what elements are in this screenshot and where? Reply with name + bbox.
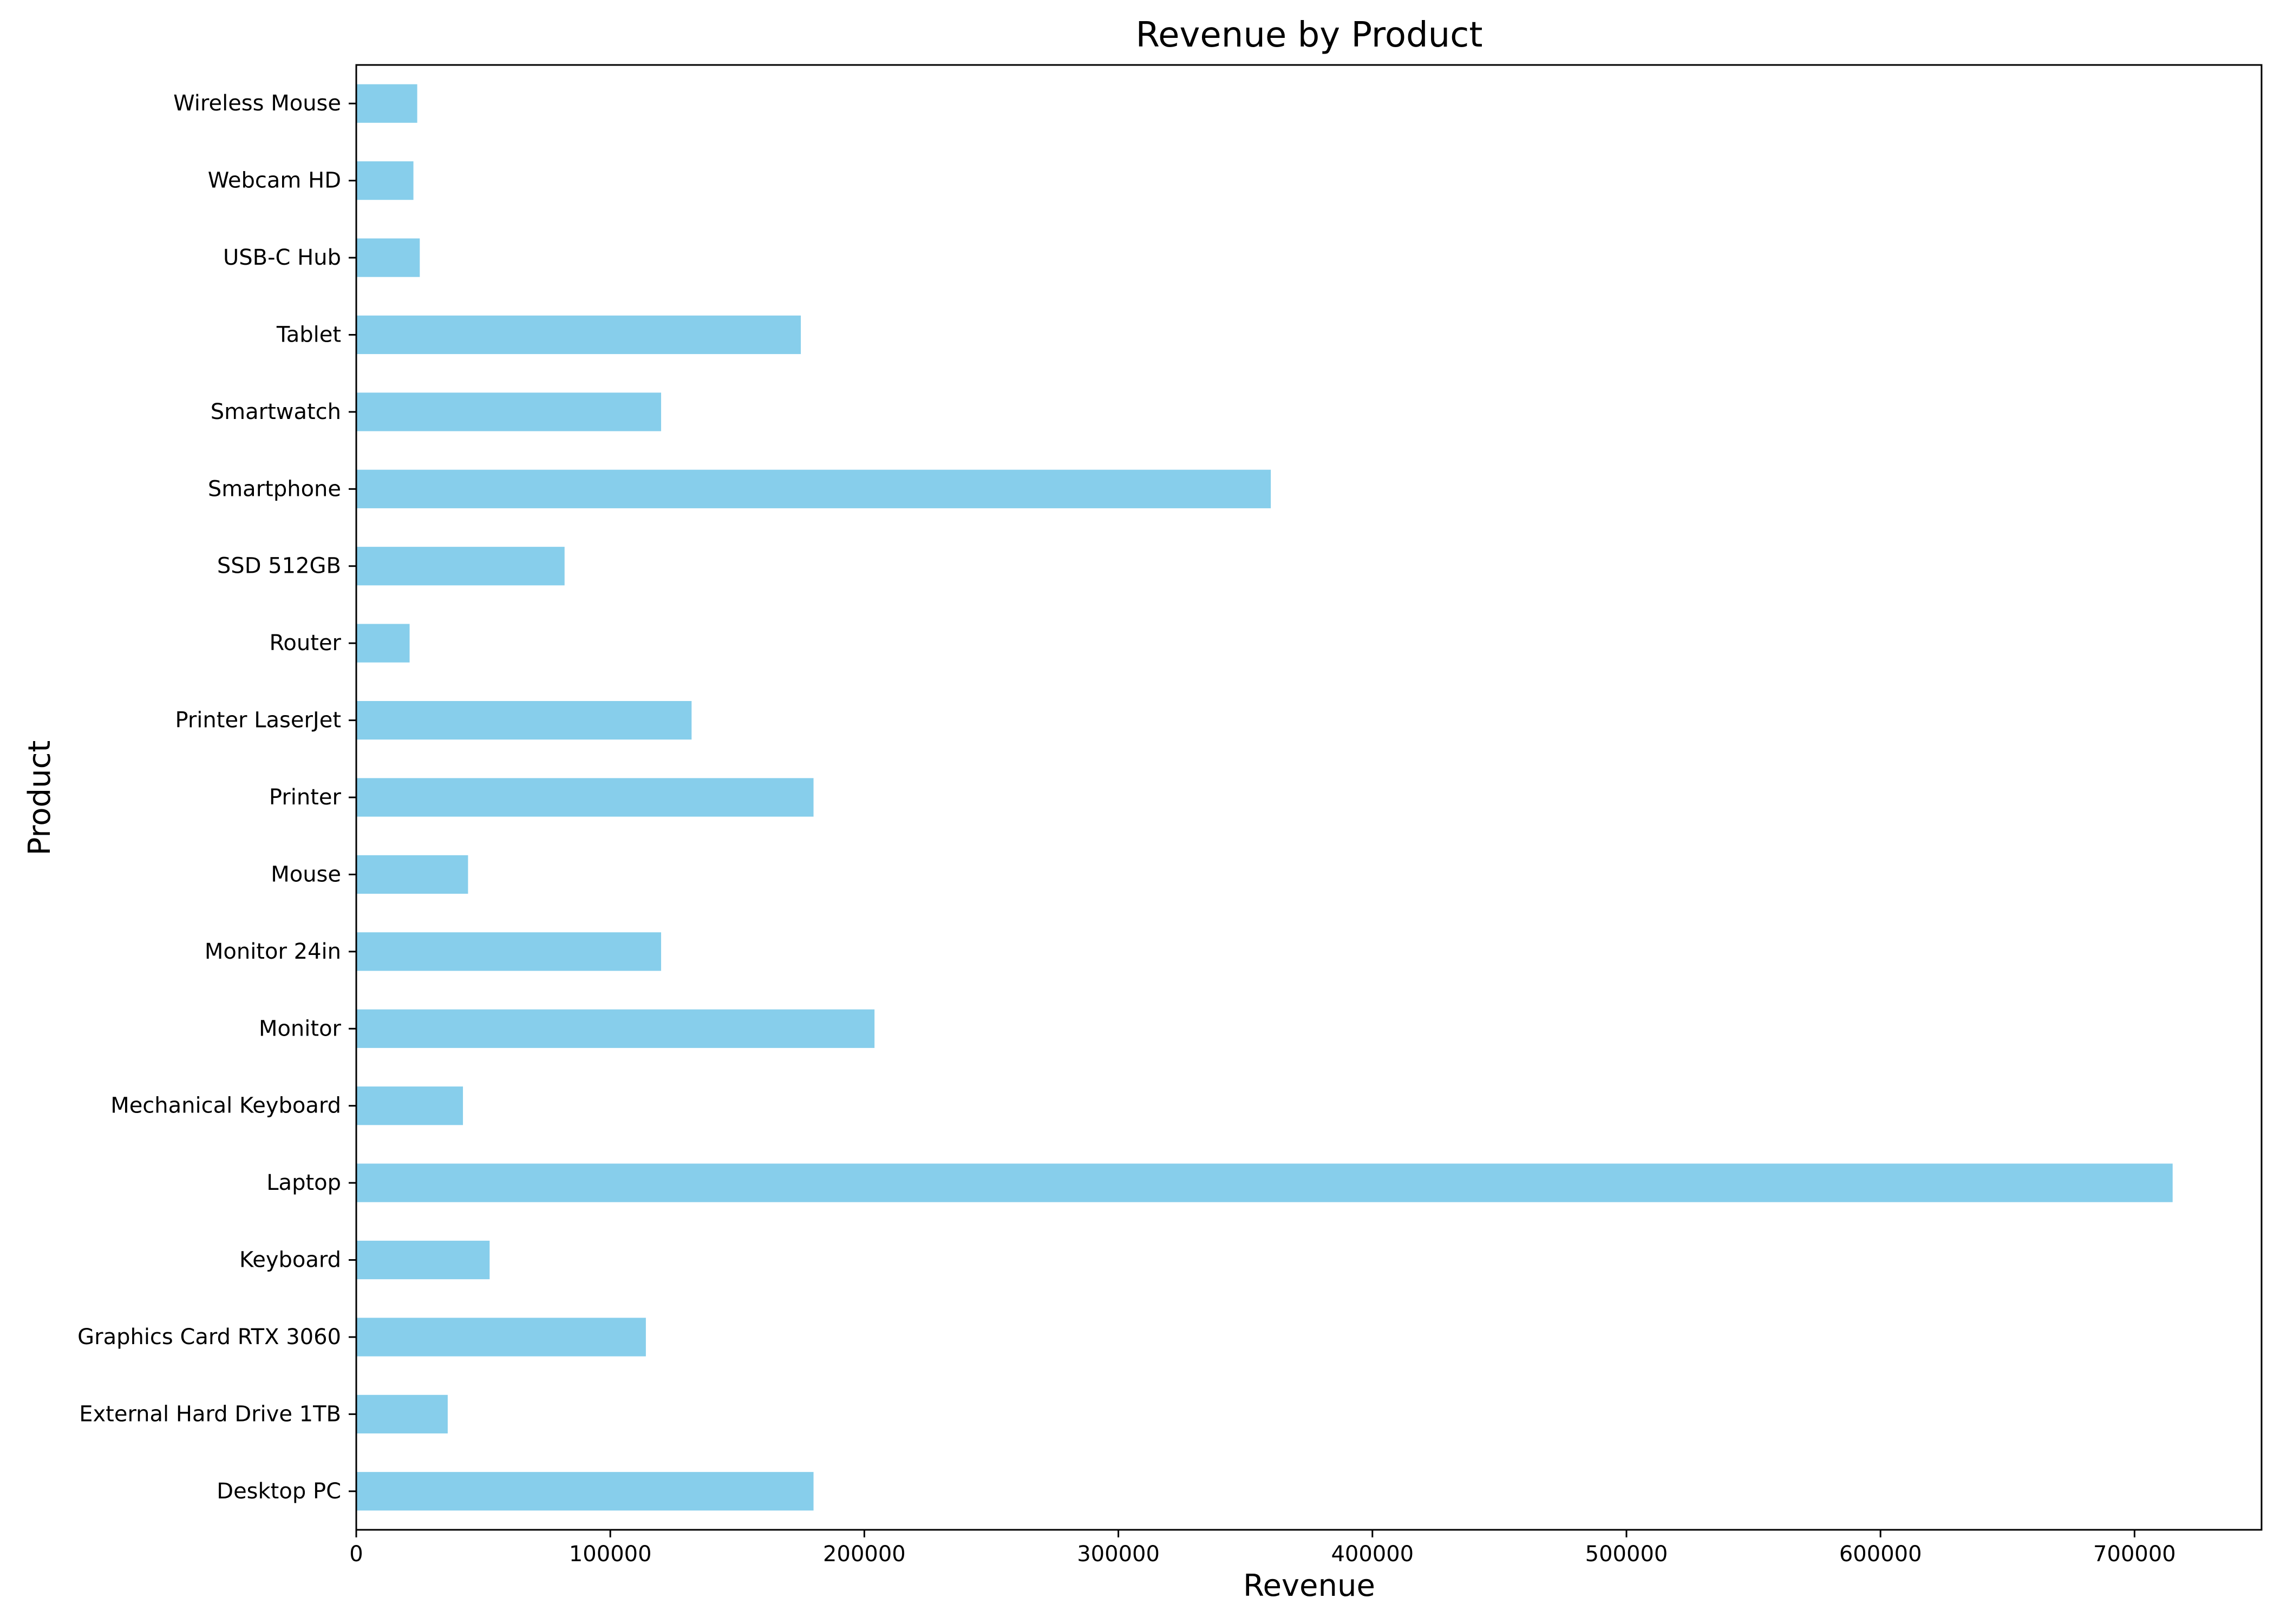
bar-tablet bbox=[356, 315, 801, 355]
x-tick-label: 400000 bbox=[1331, 1542, 1414, 1567]
x-axis-label: Revenue bbox=[1243, 1568, 1375, 1603]
bar-mouse bbox=[356, 855, 468, 894]
bar-desktop-pc bbox=[356, 1472, 814, 1511]
x-tick-label: 500000 bbox=[1585, 1542, 1668, 1567]
y-tick-label: Desktop PC bbox=[217, 1479, 341, 1504]
y-tick-label: Webcam HD bbox=[208, 168, 341, 193]
x-tick-label: 200000 bbox=[823, 1542, 906, 1567]
x-tick-label: 100000 bbox=[569, 1542, 652, 1567]
bar-smartphone bbox=[356, 469, 1271, 508]
bar-keyboard bbox=[356, 1240, 490, 1280]
x-tick-label: 0 bbox=[349, 1542, 363, 1567]
y-tick-label: Printer LaserJet bbox=[175, 708, 341, 733]
bar-external-hard-drive-1tb bbox=[356, 1394, 448, 1433]
y-tick-label: SSD 512GB bbox=[217, 554, 341, 579]
y-tick-label: Graphics Card RTX 3060 bbox=[77, 1325, 341, 1350]
bar-router bbox=[356, 624, 410, 663]
x-tick-label: 600000 bbox=[1839, 1542, 1922, 1567]
bar-printer-laserjet bbox=[356, 700, 692, 740]
y-tick-label: Mouse bbox=[271, 862, 341, 887]
bar-monitor bbox=[356, 1009, 875, 1048]
chart-title: Revenue by Product bbox=[1136, 15, 1483, 55]
bar-laptop bbox=[356, 1163, 2173, 1202]
y-tick-label: Monitor 24in bbox=[205, 939, 341, 964]
y-tick-label: Smartphone bbox=[208, 476, 341, 501]
y-tick-label: External Hard Drive 1TB bbox=[79, 1402, 341, 1426]
bar-graphics-card-rtx-3060 bbox=[356, 1318, 646, 1357]
y-tick-label: Router bbox=[269, 631, 341, 656]
bar-usb-c-hub bbox=[356, 238, 420, 277]
y-tick-label: Tablet bbox=[276, 322, 341, 347]
y-tick-label: Mechanical Keyboard bbox=[110, 1093, 341, 1118]
y-tick-label: Laptop bbox=[266, 1170, 341, 1195]
bar-ssd-512gb bbox=[356, 547, 565, 586]
y-tick-label: Smartwatch bbox=[211, 400, 341, 424]
y-tick-label: Printer bbox=[269, 785, 342, 810]
y-tick-label: USB-C Hub bbox=[223, 245, 341, 270]
y-axis-label: Product bbox=[22, 741, 57, 856]
y-tick-label: Monitor bbox=[259, 1016, 342, 1041]
y-tick-label: Wireless Mouse bbox=[173, 91, 341, 116]
bar-monitor-24in bbox=[356, 932, 662, 971]
bar-smartwatch bbox=[356, 392, 662, 431]
bar-wireless-mouse bbox=[356, 84, 417, 123]
bar-mechanical-keyboard bbox=[356, 1086, 463, 1125]
x-tick-label: 300000 bbox=[1077, 1542, 1160, 1567]
x-tick-label: 700000 bbox=[2093, 1542, 2176, 1567]
bar-printer bbox=[356, 778, 814, 817]
y-tick-label: Keyboard bbox=[239, 1248, 341, 1273]
bar-webcam-hd bbox=[356, 161, 414, 200]
